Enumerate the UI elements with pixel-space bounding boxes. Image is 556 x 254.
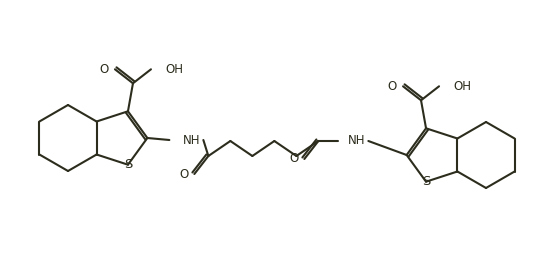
Text: O: O <box>388 80 397 93</box>
Text: OH: OH <box>453 80 471 93</box>
Text: O: O <box>179 167 188 181</box>
Text: O: O <box>289 152 299 166</box>
Text: S: S <box>124 158 132 171</box>
Text: S: S <box>422 175 430 188</box>
Text: O: O <box>100 63 109 76</box>
Text: NH: NH <box>183 134 201 147</box>
Text: NH: NH <box>349 135 366 148</box>
Text: OH: OH <box>165 63 183 76</box>
